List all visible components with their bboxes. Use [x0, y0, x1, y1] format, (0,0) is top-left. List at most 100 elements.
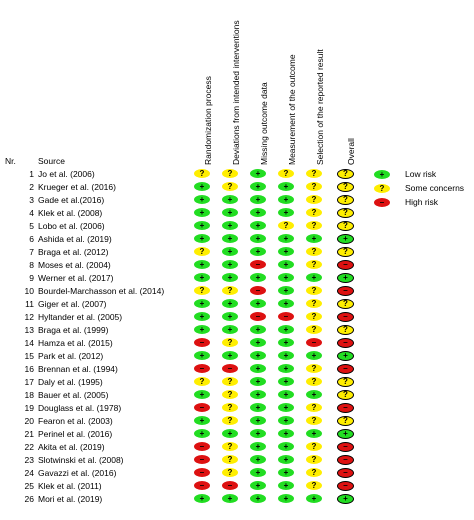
- study-number: 14: [24, 338, 34, 348]
- rating-low-dot: +: [278, 299, 294, 308]
- rating-low-dot: +: [250, 208, 266, 217]
- rating-low-dot: +: [278, 377, 294, 386]
- table-row: 24 Gavazzi et al. (2016) –? + +? –: [0, 467, 474, 479]
- rating-low-dot: +: [278, 364, 294, 373]
- rating-low-dot: +: [194, 325, 210, 334]
- rating-low-dot: +: [250, 299, 266, 308]
- rating-some-dot: ?: [222, 468, 238, 477]
- study-source: Hamza et al. (2015): [38, 338, 113, 348]
- table-row: 14 Hamza et al. (2015) –? + + – –: [0, 337, 474, 349]
- rating-low-dot: +: [306, 429, 322, 438]
- rating-some-dot: ?: [337, 325, 354, 335]
- table-row: 10 Bourdel-Marchasson et al. (2014)?? – +? –: [0, 285, 474, 297]
- rating-low-dot: +: [222, 195, 238, 204]
- legend-low-label: Low risk: [405, 169, 437, 179]
- rating-low-dot: +: [194, 273, 210, 282]
- study-source: Giger et al. (2007): [38, 299, 107, 309]
- rating-low-dot: +: [250, 390, 266, 399]
- rating-some-dot: ?: [337, 390, 354, 400]
- rating-some-dot: ?: [222, 455, 238, 464]
- table-row: 6 Ashida et al. (2019) + + + + + +: [0, 233, 474, 245]
- rating-low-dot: +: [278, 260, 294, 269]
- table-row: 17 Daly et al. (1995)?? + +??: [0, 376, 474, 388]
- rating-high-dot: –: [337, 403, 354, 413]
- study-number: 12: [24, 312, 34, 322]
- study-source: Fearon et al. (2003): [38, 416, 113, 426]
- rating-low-dot: +: [337, 234, 354, 244]
- domain-header-1: Randomization process: [203, 76, 213, 165]
- rating-low-dot: +: [222, 208, 238, 217]
- rating-low-dot: +: [194, 299, 210, 308]
- rating-low-dot: +: [194, 312, 210, 321]
- study-source: Ashida et al. (2019): [38, 234, 112, 244]
- rating-low-dot: +: [337, 351, 354, 361]
- rating-low-dot: +: [278, 338, 294, 347]
- study-number: 22: [24, 442, 34, 452]
- study-number: 13: [24, 325, 34, 335]
- study-source: Klek et al. (2008): [38, 208, 103, 218]
- rating-high-dot: –: [194, 442, 210, 451]
- table-row: 15 Park et al. (2012) + + + + + +: [0, 350, 474, 362]
- rating-high-dot: –: [250, 260, 266, 269]
- study-source: Braga et al. (1999): [38, 325, 109, 335]
- rating-low-dot: +: [194, 234, 210, 243]
- rating-low-dot: +: [278, 195, 294, 204]
- rating-low-dot: +: [278, 429, 294, 438]
- rating-low-dot: +: [278, 403, 294, 412]
- rating-low-dot: +: [250, 468, 266, 477]
- study-source: Jo et al. (2006): [38, 169, 95, 179]
- rating-low-dot: +: [194, 416, 210, 425]
- table-row: 2 Krueger et al. (2016) +? + +??: [0, 181, 474, 193]
- study-source: Braga et al. (2012): [38, 247, 109, 257]
- rating-some-dot: ?: [194, 169, 210, 178]
- table-row: 18 Bauer et al. (2005) +? + + +?: [0, 389, 474, 401]
- study-source: Werner et al. (2017): [38, 273, 114, 283]
- study-source: Gavazzi et al. (2016): [38, 468, 117, 478]
- rating-high-dot: –: [222, 364, 238, 373]
- rating-low-dot: +: [222, 429, 238, 438]
- rating-some-dot: ?: [306, 416, 322, 425]
- rating-low-dot: +: [250, 247, 266, 256]
- study-source: Bourdel-Marchasson et al. (2014): [38, 286, 165, 296]
- rating-low-dot: +: [250, 169, 266, 178]
- rating-low-dot: +: [250, 442, 266, 451]
- rating-low-dot: +: [278, 286, 294, 295]
- study-source: Moses et al. (2004): [38, 260, 111, 270]
- table-row: 21 Perinel et al. (2016) + + + + + +: [0, 428, 474, 440]
- rating-low-dot: +: [250, 351, 266, 360]
- rating-low-dot: +: [306, 390, 322, 399]
- rating-some-dot: ?: [306, 195, 322, 204]
- study-number: 9: [29, 273, 34, 283]
- study-number: 25: [24, 481, 34, 491]
- study-source: Akita et al. (2019): [38, 442, 105, 452]
- rating-low-dot: +: [222, 247, 238, 256]
- rating-some-dot: ?: [306, 182, 322, 191]
- study-source: Lobo et al. (2006): [38, 221, 105, 231]
- rating-high-dot: –: [194, 338, 210, 347]
- study-source: Bauer et al. (2005): [38, 390, 109, 400]
- legend-high-label: High risk: [405, 197, 439, 207]
- rating-low-dot: +: [194, 351, 210, 360]
- domain-header-3: Missing outcome data: [259, 82, 269, 165]
- rating-high-dot: –: [250, 286, 266, 295]
- rating-some-dot: ?: [222, 182, 238, 191]
- rating-some-dot: ?: [306, 247, 322, 256]
- table-row: 20 Fearon et al. (2003) +? + +??: [0, 415, 474, 427]
- rating-low-dot: +: [306, 234, 322, 243]
- rating-some-dot: ?: [306, 364, 322, 373]
- rating-low-dot: +: [306, 351, 322, 360]
- study-number: 23: [24, 455, 34, 465]
- rating-low-dot: +: [194, 494, 210, 503]
- rating-low-dot: +: [222, 351, 238, 360]
- study-source: Krueger et al. (2016): [38, 182, 116, 192]
- study-number: 2: [29, 182, 34, 192]
- rating-low-dot: +: [250, 416, 266, 425]
- rating-low-dot: +: [278, 494, 294, 503]
- rating-low-dot: +: [278, 182, 294, 191]
- rating-low-dot: +: [250, 364, 266, 373]
- rating-high-dot: –: [337, 286, 354, 296]
- source-header: Source: [38, 156, 65, 166]
- legend-some-dot: ?: [374, 184, 390, 193]
- rating-some-dot: ?: [278, 221, 294, 230]
